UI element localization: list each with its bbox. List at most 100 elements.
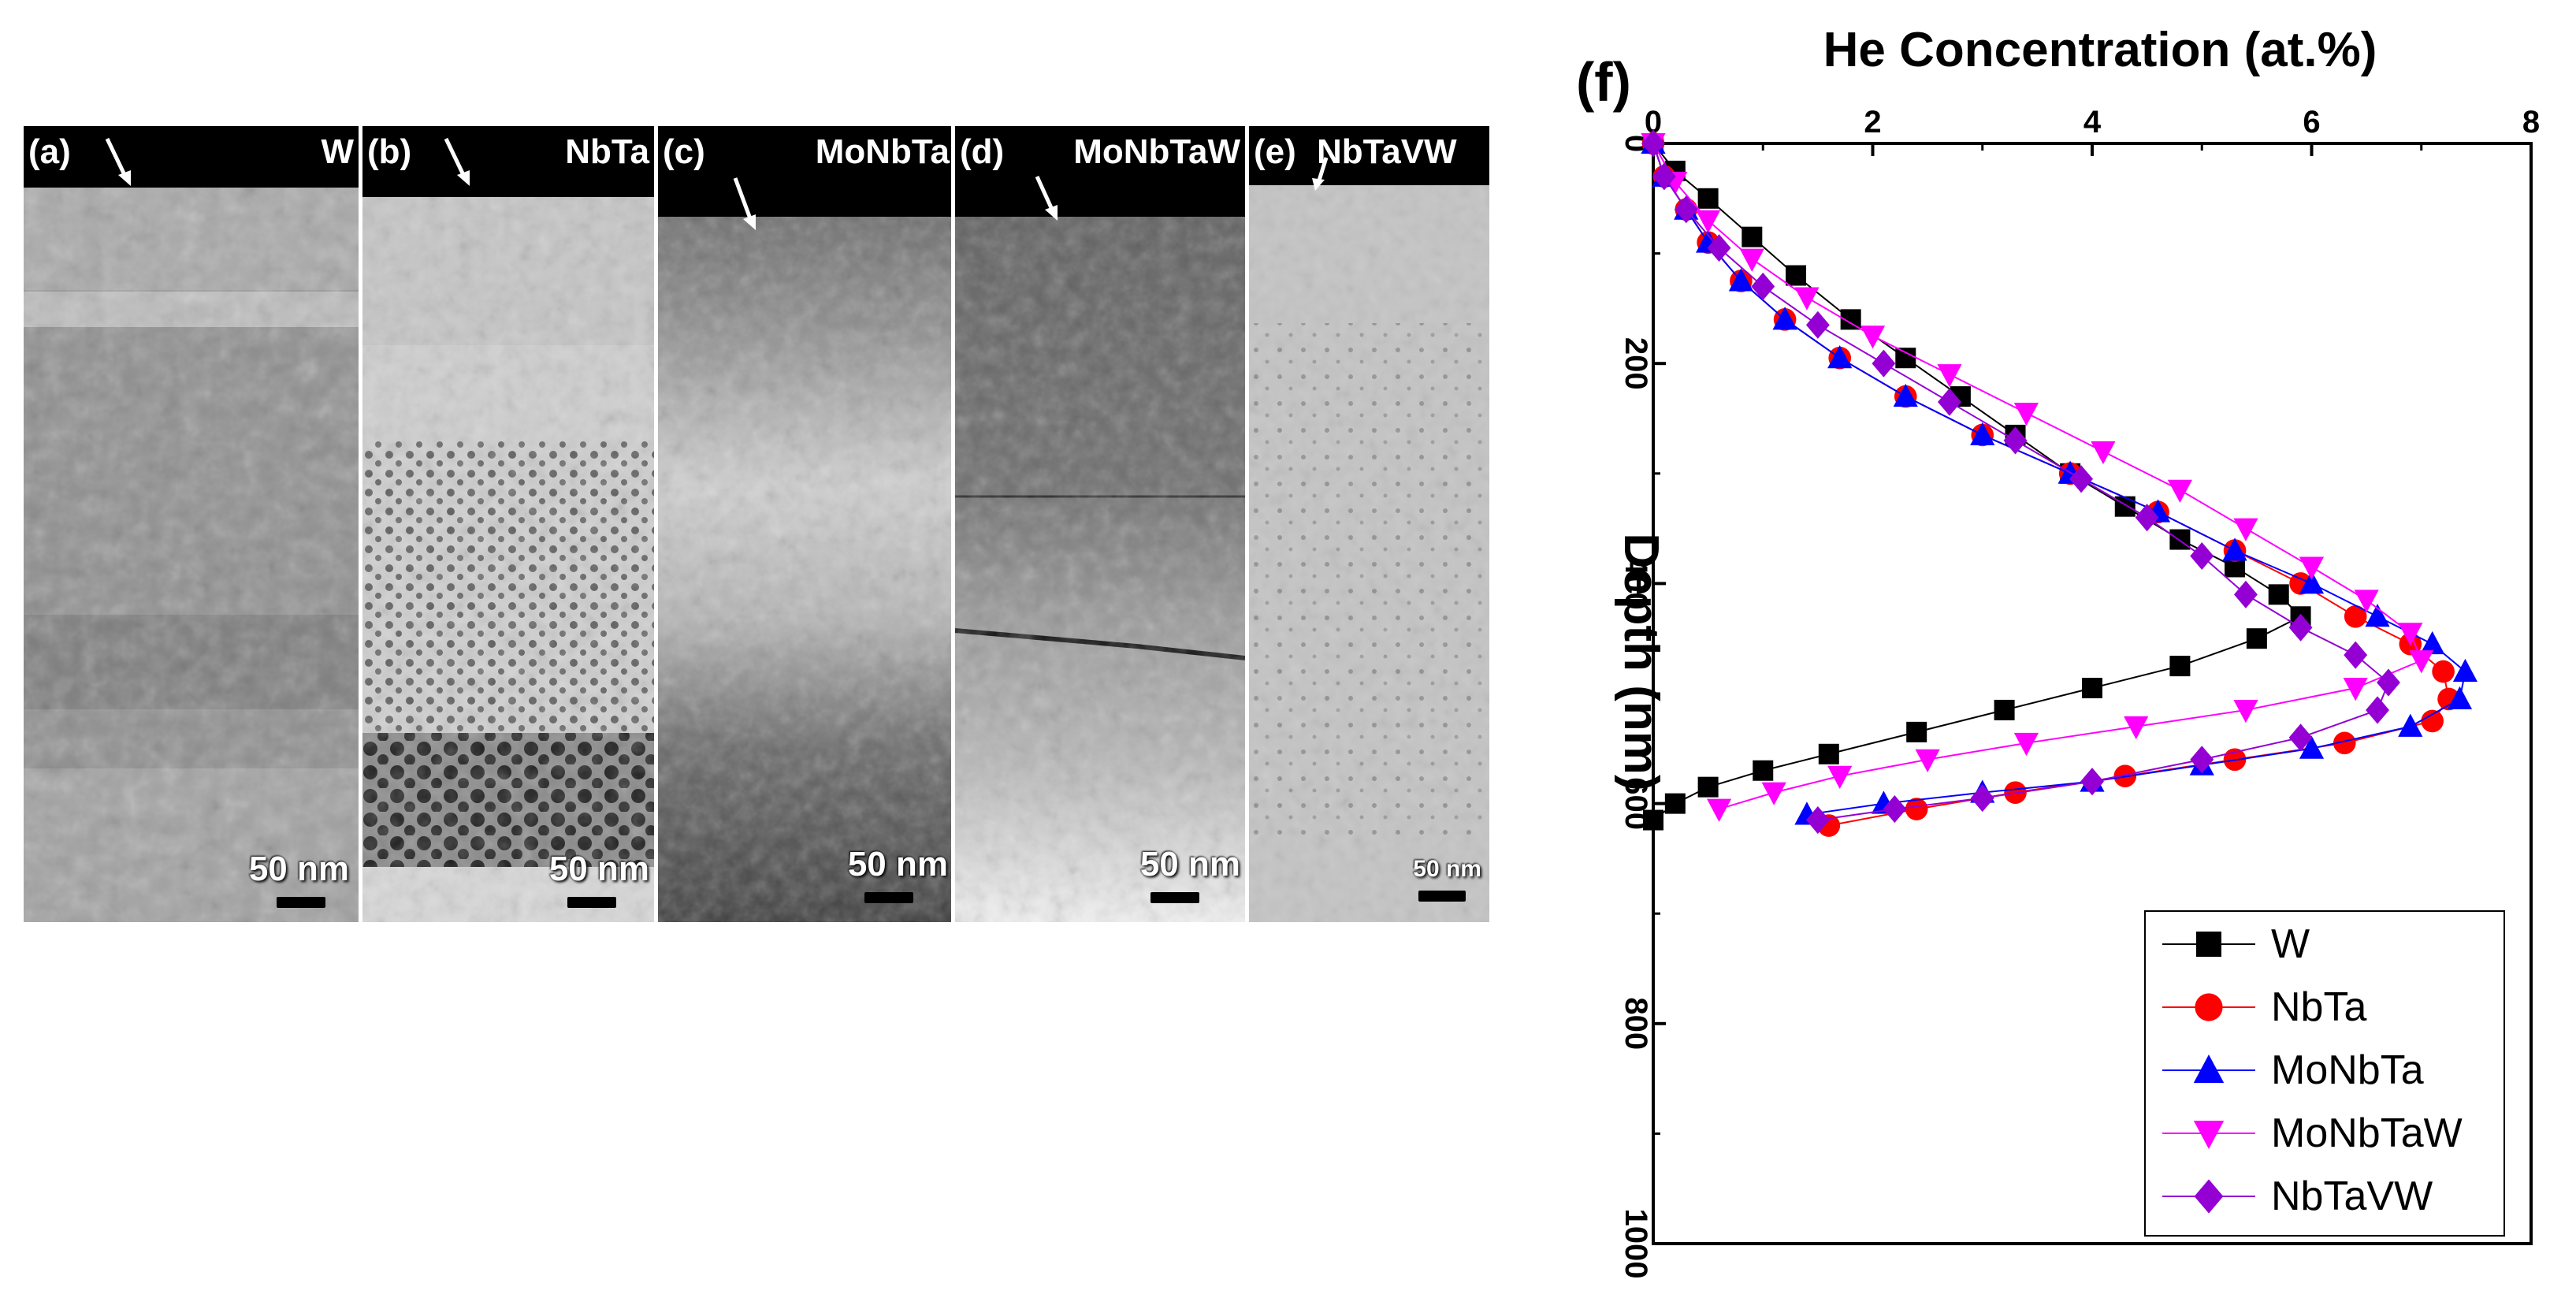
x-tick-label: 6 (2303, 105, 2320, 139)
data-point-MoNbTaW (2354, 590, 2379, 613)
scale-bar-label-e: 50 nm (1413, 856, 1481, 882)
series-line-MoNbTa (1652, 143, 2466, 816)
legend-label-MoNbTa: MoNbTa (2271, 1047, 2424, 1093)
data-point-NbTaVW (2288, 613, 2313, 642)
arrow-icon (105, 137, 131, 186)
micrograph-image-b (362, 126, 654, 922)
data-point-W (2114, 496, 2136, 517)
panel-label-d: (d) (960, 132, 1005, 171)
legend-label-W: W (2271, 921, 2310, 967)
x-tick-label: 0 (1645, 105, 1662, 139)
data-point-NbTaVW (1872, 349, 1896, 378)
scale-bar-a (277, 897, 325, 908)
arrow-icon (1312, 157, 1329, 191)
legend-marker-MoNbTaW (2193, 1121, 2225, 1149)
x-tick-label: 8 (2522, 105, 2540, 139)
scale-bar-d (1150, 892, 1199, 903)
panel-material-b: NbTa (565, 132, 649, 171)
data-point-MoNbTa (2365, 604, 2390, 627)
legend-marker-NbTaVW (2194, 1179, 2224, 1214)
data-point-NbTaVW (1707, 234, 1731, 262)
micrograph-image-a (24, 126, 359, 922)
y-tick-label: 200 (1619, 337, 1653, 390)
data-point-MoNbTaW (1696, 210, 1721, 233)
data-point-W (2169, 529, 2191, 550)
data-point-NbTaVW (2135, 504, 2159, 532)
y-tick-label: 1000 (1619, 1209, 1653, 1279)
arrow-icon (733, 177, 756, 230)
data-point-MoNbTaW (2398, 623, 2423, 646)
data-point-NbTaVW (1751, 272, 1775, 301)
data-point-MoNbTaW (2409, 650, 2434, 674)
data-point-MoNbTaW (1794, 287, 1820, 311)
data-point-MoNbTa (1827, 344, 1853, 369)
legend-label-NbTa: NbTa (2271, 984, 2366, 1030)
data-point-MoNbTaW (2343, 678, 2368, 701)
data-point-MoNbTa (1970, 422, 1995, 445)
micrograph-image-c (658, 126, 951, 922)
data-point-NbTaVW (1970, 784, 1994, 813)
data-point-W (1753, 760, 1774, 781)
x-tick-label: 4 (2083, 105, 2102, 139)
data-point-W (1697, 776, 1719, 798)
data-point-W (1906, 721, 1927, 742)
data-point-NbTa (1905, 798, 1928, 820)
x-tick-label: 2 (1864, 105, 1881, 139)
data-point-NbTaVW (2288, 723, 2313, 752)
data-point-MoNbTaW (1860, 325, 1886, 349)
data-point-MoNbTaW (2167, 479, 2192, 503)
micrograph-image-e (1249, 126, 1489, 922)
data-point-W (1741, 226, 1763, 247)
micrograph-image-d (955, 126, 1245, 922)
data-point-NbTaVW (1805, 805, 1830, 835)
micrograph-panel-a: (a) W 50 nm (24, 126, 359, 922)
chart-title: He Concentration (at.%) (1823, 23, 2377, 77)
data-point-NbTaVW (2190, 541, 2214, 571)
data-point-MoNbTaW (1761, 782, 1786, 805)
data-point-MoNbTa (2452, 658, 2478, 683)
panel-material-a: W (321, 132, 354, 171)
data-point-W (1664, 793, 1686, 814)
scale-bar-label-b: 50 nm (548, 850, 649, 888)
data-point-MoNbTa (2420, 630, 2445, 655)
arrow-icon (1035, 175, 1058, 221)
data-point-W (1994, 699, 2015, 720)
legend-marker-W (2196, 932, 2221, 957)
scale-bar-c (864, 892, 913, 903)
data-point-MoNbTaW (2013, 732, 2039, 757)
data-point-NbTaVW (1805, 311, 1830, 339)
panel-label-a: (a) (28, 132, 71, 171)
data-point-NbTaVW (2080, 768, 2104, 796)
data-point-W (1818, 743, 1839, 764)
data-point-NbTaVW (2366, 696, 2389, 724)
data-point-NbTaVW (2069, 465, 2094, 493)
data-point-MoNbTa (2398, 713, 2423, 737)
data-point-NbTa (2344, 604, 2367, 628)
data-point-MoNbTaW (1937, 364, 1962, 388)
data-point-MoNbTaW (2091, 441, 2116, 465)
series-line-NbTa (1652, 143, 2450, 827)
data-point-W (2082, 678, 2102, 699)
scale-bar-label-a: 50 nm (248, 850, 349, 888)
series-line-NbTaVW (1652, 143, 2390, 821)
data-point-W (2246, 628, 2267, 649)
data-point-MoNbTa (2222, 537, 2247, 561)
micrograph-panel-d: (d) MoNbTaW 50 nm (955, 126, 1245, 922)
data-point-W (1786, 265, 1807, 286)
data-point-NbTaVW (2344, 641, 2368, 669)
data-point-NbTaVW (1652, 162, 1676, 191)
data-point-NbTaVW (1674, 195, 1698, 224)
data-point-MoNbTa (2299, 571, 2325, 594)
micrograph-panel-e: (e) NbTaVW 50 nm (1249, 126, 1489, 922)
data-point-NbTaVW (2190, 746, 2214, 774)
data-point-MoNbTa (2299, 735, 2325, 759)
data-point-MoNbTa (2447, 686, 2473, 709)
panel-label-f: (f) (1576, 51, 1631, 113)
panel-label-e: (e) (1254, 132, 1296, 171)
data-point-MoNbTa (1728, 268, 1753, 292)
scale-bar-label-c: 50 nm (847, 845, 948, 883)
legend-marker-MoNbTa (2193, 1054, 2225, 1083)
series-line-MoNbTaW (1652, 143, 2423, 810)
